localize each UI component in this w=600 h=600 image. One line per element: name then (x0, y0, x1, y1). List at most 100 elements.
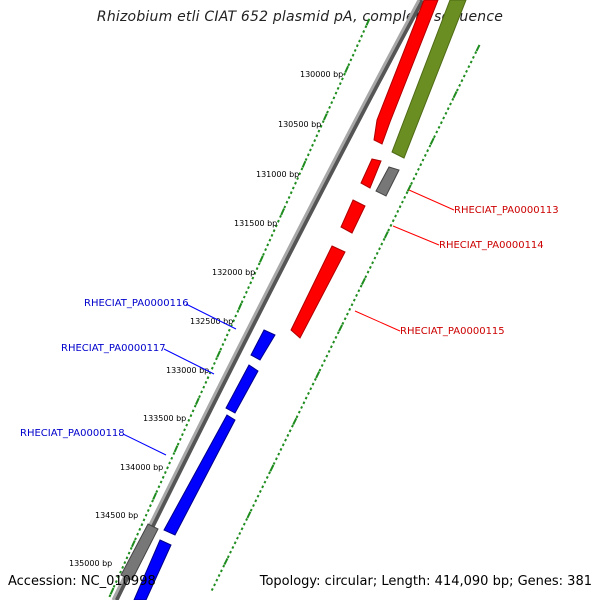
minor-tick (330, 101, 334, 105)
minor-tick (178, 437, 182, 441)
minor-tick (219, 347, 223, 351)
minor-tick (276, 219, 280, 223)
minor-tick (458, 83, 462, 87)
minor-tick (234, 314, 238, 318)
minor-tick (334, 91, 338, 95)
major-tick (237, 302, 243, 311)
minor-tick (341, 321, 345, 325)
minor-tick (200, 390, 204, 394)
minor-tick (358, 39, 361, 43)
minor-tick (389, 223, 393, 227)
minor-tick (268, 471, 271, 475)
minor-tick (336, 86, 340, 90)
minor-tick (112, 584, 116, 588)
minor-tick (129, 546, 133, 550)
minor-tick (138, 527, 142, 531)
minor-tick (428, 144, 432, 148)
minor-tick (268, 238, 272, 242)
minor-tick (308, 148, 312, 152)
minor-tick (455, 88, 459, 92)
major-tick (269, 464, 275, 472)
gene-label-rheciat-pa0000117[interactable]: RHECIAT_PA0000117 (61, 343, 166, 354)
minor-tick (274, 224, 278, 228)
minor-tick (155, 489, 159, 494)
minor-tick (279, 214, 282, 218)
minor-tick (394, 214, 397, 218)
major-tick (223, 557, 229, 566)
gene-label-rheciat-pa0000115[interactable]: RHECIAT_PA0000115 (400, 326, 505, 337)
minor-tick (343, 72, 346, 76)
minor-tick (421, 158, 425, 162)
minor-tick (198, 395, 201, 399)
major-tick (173, 445, 179, 453)
minor-tick (423, 153, 427, 157)
minor-tick (263, 480, 267, 484)
minor-tick (108, 594, 112, 598)
minor-tick (274, 457, 278, 461)
minor-tick (474, 51, 478, 55)
summary-label: Topology: circular; Length: 414,090 bp; … (259, 574, 592, 589)
major-tick (365, 18, 371, 26)
minor-tick (121, 565, 125, 569)
minor-tick (256, 494, 260, 498)
minor-tick (261, 485, 265, 489)
minor-tick (419, 163, 423, 167)
minor-tick (183, 428, 186, 432)
minor-tick (465, 69, 468, 73)
major-tick (338, 324, 343, 332)
minor-tick (373, 256, 377, 260)
minor-tick (254, 499, 258, 503)
minor-tick (311, 382, 315, 386)
minor-tick (446, 107, 450, 111)
minor-tick (355, 293, 358, 297)
minor-tick (332, 340, 336, 344)
minor-tick (435, 130, 439, 134)
minor-tick (380, 242, 384, 246)
minor-tick (304, 157, 308, 162)
gene-rheciat-pa0000114-shape (340, 199, 366, 234)
tick-label: 135000 bp (69, 559, 112, 568)
minor-tick (371, 261, 375, 265)
minor-tick (334, 335, 338, 339)
rrna-track-segment (391, 0, 467, 159)
gene-label-rheciat-pa0000116[interactable]: RHECIAT_PA0000116 (84, 298, 189, 309)
minor-tick (279, 447, 283, 451)
minor-tick (163, 471, 167, 474)
minor-tick (442, 116, 446, 120)
minor-tick (221, 342, 225, 347)
leader-line (408, 189, 455, 211)
gene-label-rheciat-pa0000118[interactable]: RHECIAT_PA0000118 (20, 428, 125, 439)
tick-label: 131500 bp (234, 219, 277, 228)
minor-tick (247, 286, 250, 290)
label-leaders (122, 189, 455, 456)
minor-tick (295, 415, 299, 419)
gene-label-rheciat-pa0000114[interactable]: RHECIAT_PA0000114 (439, 240, 544, 251)
major-tick (452, 91, 458, 99)
minor-tick (189, 414, 193, 418)
tick-label: 130500 bp (278, 120, 321, 129)
major-tick (429, 137, 435, 145)
minor-tick (255, 267, 259, 271)
minor-tick (146, 508, 150, 513)
minor-tick (281, 443, 285, 447)
minor-tick (359, 284, 363, 288)
gene-label-rheciat-pa0000113[interactable]: RHECIAT_PA0000113 (454, 205, 559, 216)
reverse-gene-segment (133, 539, 172, 600)
minor-tick (297, 410, 301, 414)
minor-tick (345, 312, 349, 316)
minor-tick (191, 409, 195, 413)
minor-tick (318, 368, 322, 372)
minor-tick (213, 583, 216, 587)
minor-tick (249, 281, 253, 285)
forward-gene-segment (373, 0, 439, 145)
major-tick (361, 277, 366, 285)
gene-rheciat-pa0000113-shape (360, 158, 382, 189)
tick-labels: 130000 bp 130500 bp 131000 bp 131500 bp … (69, 70, 343, 568)
minor-tick (136, 532, 140, 536)
minor-tick (304, 396, 308, 400)
minor-tick (285, 200, 289, 204)
minor-tick (433, 135, 436, 139)
minor-tick (296, 176, 300, 181)
minor-tick (266, 243, 270, 247)
minor-tick (451, 97, 455, 101)
